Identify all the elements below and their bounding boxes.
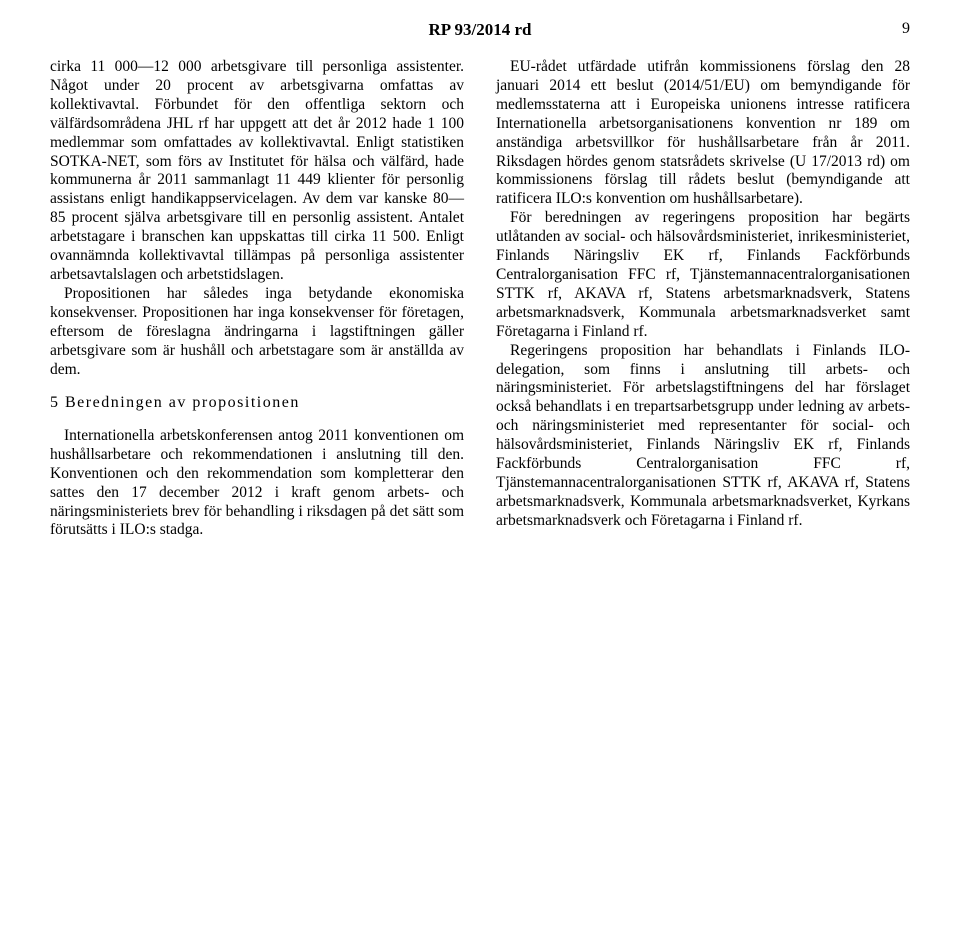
body-paragraph: För beredningen av regeringens propositi… xyxy=(496,209,910,341)
body-paragraph: cirka 11 000—12 000 arbetsgivare till pe… xyxy=(50,58,464,285)
body-paragraph: Propositionen har således inga betydande… xyxy=(50,285,464,380)
page-header: RP 93/2014 rd 9 xyxy=(50,20,910,40)
page-number: 9 xyxy=(902,20,910,38)
body-paragraph: EU-rådet utfärdade utifrån kommissionens… xyxy=(496,58,910,209)
document-body: cirka 11 000—12 000 arbetsgivare till pe… xyxy=(50,58,910,540)
document-title: RP 93/2014 rd xyxy=(429,20,532,40)
body-paragraph: Internationella arbetskonferensen antog … xyxy=(50,427,464,540)
body-paragraph: Regeringens proposition har behandlats i… xyxy=(496,342,910,531)
section-heading: 5 Beredningen av propositionen xyxy=(50,393,464,413)
